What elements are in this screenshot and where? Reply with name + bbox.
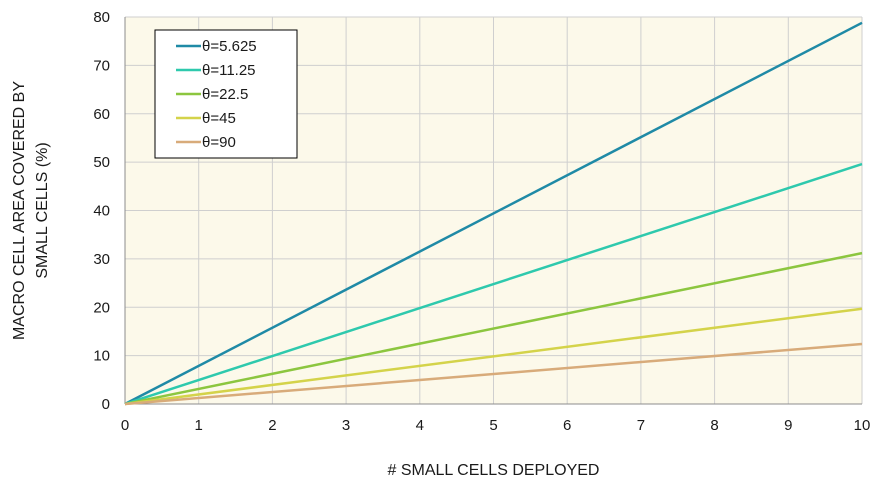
series-line xyxy=(124,162,863,406)
x-axis-title: # SMALL CELLS DEPLOYED xyxy=(388,462,600,479)
axes xyxy=(124,17,862,405)
x-tick-label: 10 xyxy=(854,417,871,434)
y-tick-label: 30 xyxy=(93,251,110,268)
legend-label: θ=22.5 xyxy=(202,86,248,103)
y-axis-title: MACRO CELL AREA COVERED BY SMALL CELLS (… xyxy=(11,81,51,340)
y-axis-title-line-1: MACRO CELL AREA COVERED BY xyxy=(11,81,28,340)
series-line xyxy=(124,21,863,406)
x-tick-label: 9 xyxy=(784,417,792,434)
x-tick-label: 7 xyxy=(637,417,645,434)
series-line xyxy=(124,307,863,406)
y-tick-label: 20 xyxy=(93,299,110,316)
legend-label: θ=90 xyxy=(202,134,236,151)
x-tick-label: 8 xyxy=(710,417,718,434)
y-tick-label: 70 xyxy=(93,57,110,74)
x-tick-label: 4 xyxy=(416,417,424,434)
legend-label: θ=45 xyxy=(202,110,236,127)
x-tick-label: 0 xyxy=(121,417,129,434)
x-tick-label: 2 xyxy=(268,417,276,434)
y-tick-label: 0 xyxy=(102,396,110,413)
legend-label: θ=11.25 xyxy=(202,62,256,79)
series-lines xyxy=(124,21,863,406)
x-tick-label: 1 xyxy=(195,417,203,434)
y-axis-title-line-2: SMALL CELLS (%) xyxy=(34,142,51,278)
y-tick-label: 60 xyxy=(93,106,110,123)
y-tick-label: 50 xyxy=(93,154,110,171)
x-tick-label: 3 xyxy=(342,417,350,434)
series-line xyxy=(124,251,863,406)
y-tick-label: 40 xyxy=(93,203,110,220)
x-tick-label: 5 xyxy=(489,417,497,434)
x-tick-labels: 0 1 2 3 4 5 6 7 8 9 10 xyxy=(121,417,871,434)
series-line xyxy=(124,342,863,406)
legend-label: θ=5.625 xyxy=(202,38,257,55)
y-tick-label: 10 xyxy=(93,348,110,365)
x-tick-label: 6 xyxy=(563,417,571,434)
y-tick-label: 80 xyxy=(93,9,110,26)
y-tick-labels: 0 10 20 30 40 50 60 70 80 xyxy=(93,9,110,413)
legend: θ=5.625 θ=11.25 θ=22.5 θ=45 θ=90 xyxy=(154,29,298,159)
